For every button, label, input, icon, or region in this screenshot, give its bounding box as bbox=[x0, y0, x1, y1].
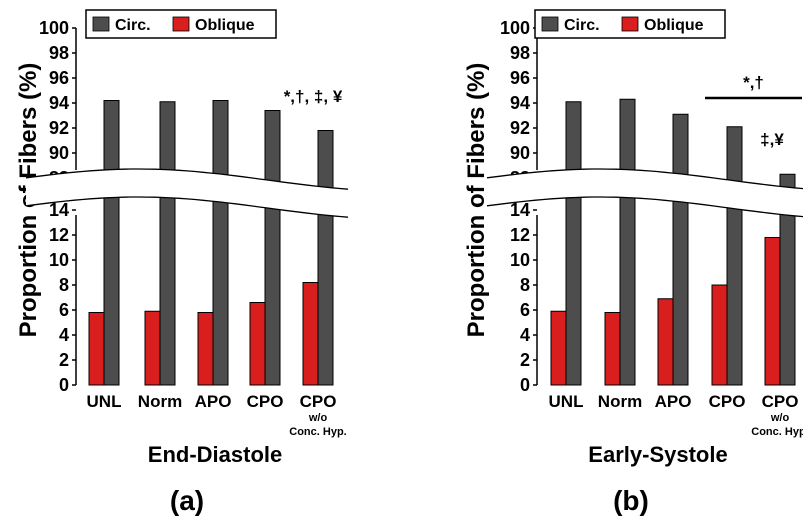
bar-oblique bbox=[144, 310, 161, 386]
category-label: UNL bbox=[87, 392, 122, 411]
category-label: Norm bbox=[598, 392, 642, 411]
bar-circ bbox=[264, 110, 281, 386]
axis-break-line bbox=[486, 168, 803, 190]
legend: Circ. Oblique bbox=[85, 9, 277, 39]
chart-panel-a: Proportion of Fibers (%) 889092949698100… bbox=[15, 9, 349, 516]
y-tick-label: 96 bbox=[510, 68, 530, 88]
bar-circ bbox=[619, 98, 636, 386]
x-axis-title: End-Diastole bbox=[148, 442, 282, 467]
y-tick-label: 98 bbox=[510, 43, 530, 63]
significance-annotations: *,†, ‡, ¥ bbox=[284, 87, 343, 106]
bar-oblique bbox=[657, 298, 674, 386]
legend-swatch-circ bbox=[92, 16, 110, 32]
category-label: CPO bbox=[709, 392, 746, 411]
bar-circ bbox=[565, 101, 582, 386]
legend: Circ. Oblique bbox=[534, 9, 726, 39]
category-sublabel: Conc. Hyp. bbox=[751, 426, 803, 438]
bar-oblique bbox=[88, 312, 105, 386]
legend-swatch-circ bbox=[541, 16, 559, 32]
y-tick-label: 4 bbox=[59, 325, 69, 345]
y-tick-label: 90 bbox=[510, 143, 530, 163]
panel-label: (a) bbox=[170, 485, 204, 516]
legend-label-circ: Circ. bbox=[564, 17, 600, 34]
bar-oblique bbox=[550, 310, 567, 386]
significance-marker: *,†, ‡, ¥ bbox=[284, 87, 343, 106]
category-label: APO bbox=[655, 392, 692, 411]
bar-circ bbox=[159, 101, 176, 386]
y-tick-label: 4 bbox=[520, 325, 530, 345]
chart-panel-b: Proportion of Fibers (%) 889092949698100… bbox=[463, 9, 803, 516]
category-sublabel: w/o bbox=[770, 412, 790, 424]
y-tick-label: 100 bbox=[500, 18, 530, 38]
y-tick-label: 12 bbox=[510, 225, 530, 245]
significance-marker: ‡,¥ bbox=[760, 130, 784, 149]
y-tick-label: 2 bbox=[59, 350, 69, 370]
bars bbox=[25, 100, 349, 386]
y-tick-label: 6 bbox=[59, 300, 69, 320]
axis-break-line bbox=[25, 168, 349, 190]
bar-oblique bbox=[249, 302, 266, 386]
y-tick-label: 0 bbox=[520, 375, 530, 395]
y-tick-label: 94 bbox=[49, 93, 69, 113]
y-tick-label: 96 bbox=[49, 68, 69, 88]
bar-circ bbox=[317, 130, 334, 386]
x-axis-title: Early-Systole bbox=[588, 442, 727, 467]
y-tick-label: 92 bbox=[510, 118, 530, 138]
y-tick-label: 100 bbox=[39, 18, 69, 38]
category-label: CPO bbox=[300, 392, 337, 411]
legend-swatch-oblique bbox=[172, 16, 190, 32]
category-label: UNL bbox=[549, 392, 584, 411]
bar-oblique bbox=[764, 237, 781, 386]
y-axis-ticks: 88909294969810002468101214 bbox=[500, 18, 538, 395]
y-tick-label: 0 bbox=[59, 375, 69, 395]
y-tick-label: 10 bbox=[49, 250, 69, 270]
y-tick-label: 92 bbox=[49, 118, 69, 138]
y-tick-label: 90 bbox=[49, 143, 69, 163]
y-tick-label: 10 bbox=[510, 250, 530, 270]
y-tick-label: 2 bbox=[520, 350, 530, 370]
bar-circ bbox=[726, 126, 743, 386]
legend-swatch-oblique bbox=[621, 16, 639, 32]
y-tick-label: 8 bbox=[520, 275, 530, 295]
legend-label-oblique: Oblique bbox=[195, 17, 255, 34]
category-sublabel: w/o bbox=[308, 412, 328, 424]
y-tick-label: 12 bbox=[49, 225, 69, 245]
y-tick-label: 8 bbox=[59, 275, 69, 295]
category-sublabel: Conc. Hyp. bbox=[289, 426, 346, 438]
legend-label-circ: Circ. bbox=[115, 17, 151, 34]
y-tick-label: 98 bbox=[49, 43, 69, 63]
y-tick-label: 14 bbox=[510, 200, 530, 220]
significance-marker: *,† bbox=[743, 73, 764, 92]
category-label: CPO bbox=[247, 392, 284, 411]
y-axis-ticks: 88909294969810002468101214 bbox=[39, 18, 77, 395]
y-tick-label: 94 bbox=[510, 93, 530, 113]
category-label: APO bbox=[195, 392, 232, 411]
bar-oblique bbox=[711, 284, 728, 386]
bars bbox=[486, 98, 803, 386]
y-tick-label: 6 bbox=[520, 300, 530, 320]
category-label: Norm bbox=[138, 392, 182, 411]
legend-label-oblique: Oblique bbox=[644, 17, 704, 34]
panel-label: (b) bbox=[613, 485, 649, 516]
bar-circ bbox=[103, 100, 120, 386]
bar-oblique bbox=[604, 312, 621, 386]
bar-oblique bbox=[197, 312, 214, 386]
category-label: CPO bbox=[762, 392, 799, 411]
axis-break-band bbox=[26, 169, 348, 218]
axis-break-line bbox=[25, 196, 349, 218]
y-tick-label: 14 bbox=[49, 200, 69, 220]
axis-break-line bbox=[486, 196, 803, 218]
bar-circ bbox=[779, 173, 796, 386]
bar-oblique bbox=[302, 282, 319, 386]
significance-annotations: *,† ‡,¥ bbox=[705, 73, 802, 149]
bar-circ bbox=[212, 100, 229, 386]
y-axis-label: Proportion of Fibers (%) bbox=[463, 63, 490, 338]
axis-break-band bbox=[487, 169, 803, 217]
bar-circ bbox=[672, 113, 689, 386]
